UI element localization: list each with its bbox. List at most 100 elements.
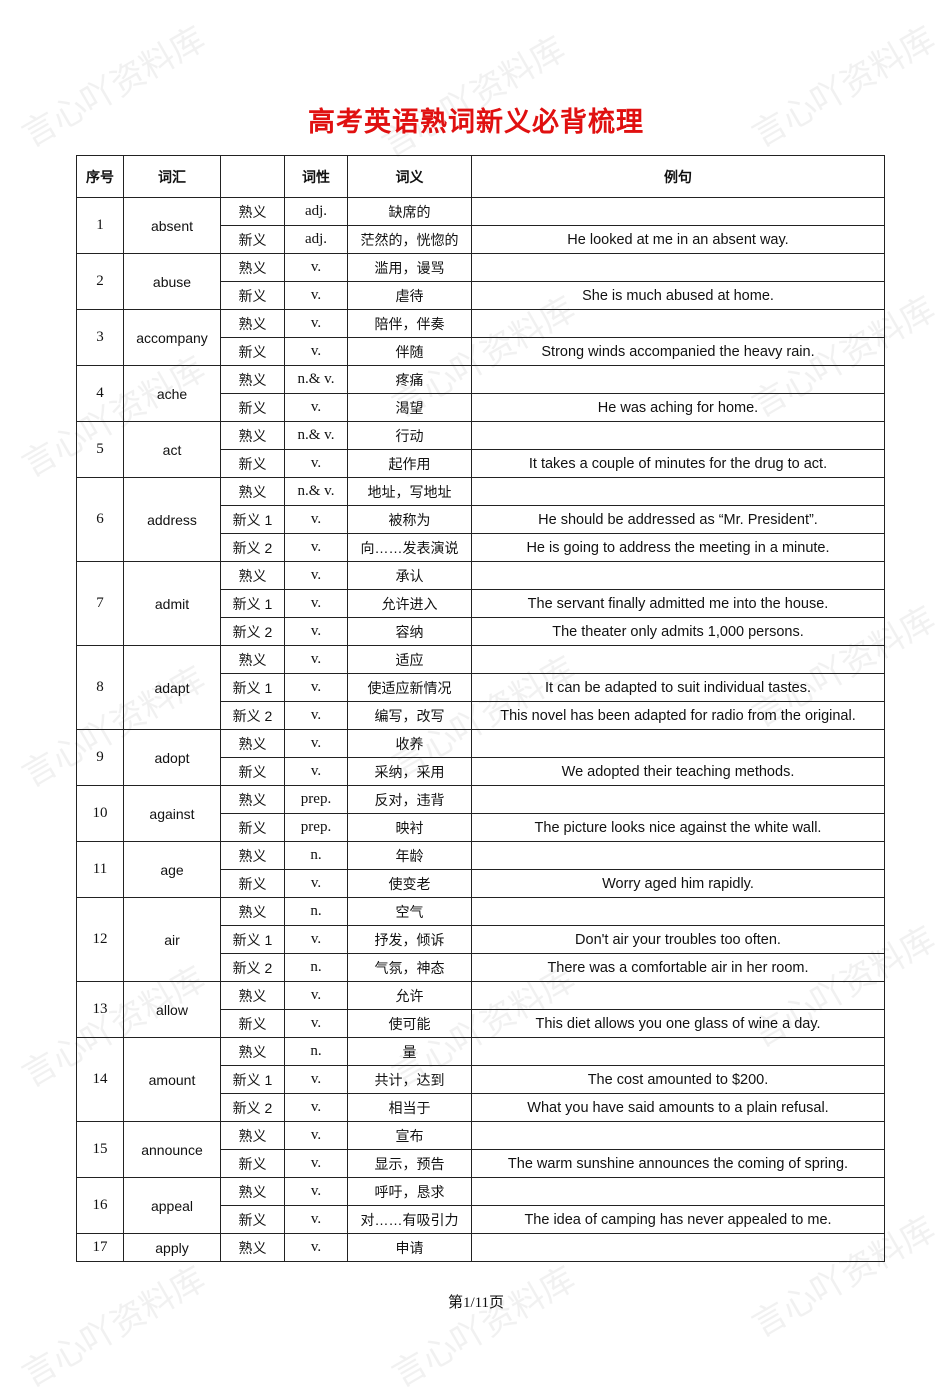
- part-of-speech: v.: [284, 1121, 348, 1150]
- meaning: 允许进入: [347, 589, 472, 618]
- entry-word: allow: [123, 981, 221, 1038]
- meaning: 映衬: [347, 813, 472, 842]
- sense-type: 新义 2: [220, 617, 285, 646]
- meaning: 使变老: [347, 869, 472, 898]
- part-of-speech: v.: [284, 673, 348, 702]
- table-row: 新义 prep. 映衬 The picture looks nice against …: [77, 813, 885, 842]
- table-row: 新义 2 v. 向……发表演说 He is going to address the …: [77, 533, 885, 562]
- header-example: 例句: [471, 155, 885, 198]
- page-number: 第1/11页: [447, 1295, 505, 1311]
- example-sentence: [471, 421, 885, 450]
- sense-type: 新义 2: [220, 1093, 285, 1122]
- meaning: 缺席的: [347, 197, 472, 226]
- entry-word: address: [123, 477, 221, 562]
- meaning: 采纳，采用: [347, 757, 472, 786]
- example-sentence: He is going to address the meeting in a …: [471, 533, 885, 562]
- sense-type: 熟义: [220, 421, 285, 450]
- meaning: 行动: [347, 421, 472, 450]
- entry-word: air: [123, 897, 221, 982]
- meaning: 被称为: [347, 505, 472, 534]
- sense-type: 新义 1: [220, 505, 285, 534]
- meaning: 相当于: [347, 1093, 472, 1122]
- part-of-speech: n.& v.: [284, 421, 348, 450]
- part-of-speech: v.: [284, 701, 348, 730]
- part-of-speech: v.: [284, 589, 348, 618]
- part-of-speech: v.: [284, 281, 348, 310]
- entry-word: against: [123, 785, 221, 842]
- entry-word: adopt: [123, 729, 221, 786]
- example-sentence: She is much abused at home.: [471, 281, 885, 310]
- example-sentence: There was a comfortable air in her room.: [471, 953, 885, 982]
- table-row: 新义 v. 对……有吸引力 The idea of camping has never…: [77, 1205, 885, 1234]
- example-sentence: [471, 981, 885, 1010]
- example-sentence: Strong winds accompanied the heavy rain.: [471, 337, 885, 366]
- meaning: 显示，预告: [347, 1149, 472, 1178]
- sense-type: 熟义: [220, 1233, 285, 1262]
- entry-word: adapt: [123, 645, 221, 730]
- entry-number: 12: [76, 897, 124, 982]
- table-row: 新义 v. 使可能 This diet allows you one glass of…: [77, 1009, 885, 1038]
- sense-type: 新义: [220, 1009, 285, 1038]
- sense-type: 熟义: [220, 253, 285, 282]
- table-row: 7 admit 熟义 v. 承认: [76, 561, 885, 646]
- meaning: 陪伴，伴奏: [347, 309, 472, 338]
- sense-type: 新义: [220, 869, 285, 898]
- meaning: 疼痛: [347, 365, 472, 394]
- part-of-speech: v.: [284, 393, 348, 422]
- meaning: 适应: [347, 645, 472, 674]
- meaning: 呼吁，恳求: [347, 1177, 472, 1206]
- header-sense-type: [220, 155, 285, 198]
- example-sentence: Worry aged him rapidly.: [471, 869, 885, 898]
- sense-type: 熟义: [220, 309, 285, 338]
- entry-number: 5: [76, 421, 124, 478]
- table-header-row: 序号 词汇 词性 词义 例句: [76, 155, 885, 198]
- part-of-speech: v.: [284, 449, 348, 478]
- meaning: 共计，达到: [347, 1065, 472, 1094]
- table-row: 8 adapt 熟义 v. 适应: [76, 645, 885, 730]
- sense-type: 熟义: [220, 477, 285, 506]
- entry-word: appeal: [123, 1177, 221, 1234]
- part-of-speech: v.: [284, 1205, 348, 1234]
- meaning: 空气: [347, 897, 472, 926]
- example-sentence: The idea of camping has never appealed t…: [471, 1205, 885, 1234]
- table-row: 新义 1 v. 被称为 He should be addressed as “Mr. …: [77, 505, 885, 534]
- entry-word: absent: [123, 197, 221, 254]
- part-of-speech: v.: [284, 981, 348, 1010]
- sense-type: 熟义: [220, 841, 285, 870]
- meaning: 容纳: [347, 617, 472, 646]
- header-part-of-speech: 词性: [284, 155, 348, 198]
- table-row: 新义 v. 渴望 He was aching for home.: [77, 393, 885, 422]
- sense-type: 熟义: [220, 897, 285, 926]
- sense-type: 新义: [220, 449, 285, 478]
- table-row: 新义 2 n. 气氛，神态 There was a comfortable air i…: [77, 953, 885, 982]
- example-sentence: [471, 365, 885, 394]
- part-of-speech: v.: [284, 757, 348, 786]
- example-sentence: [471, 309, 885, 338]
- example-sentence: He should be addressed as “Mr. President…: [471, 505, 885, 534]
- sense-type: 熟义: [220, 729, 285, 758]
- sense-type: 新义: [220, 1205, 285, 1234]
- table-row: 新义 2 v. 容纳 The theater only admits 1,000 pe…: [77, 617, 885, 646]
- example-sentence: It takes a couple of minutes for the dru…: [471, 449, 885, 478]
- table-row: 新义 adj. 茫然的，恍惚的 He looked at me in an absen…: [77, 225, 885, 254]
- table-row: 1 absent 熟义 adj. 缺席的: [76, 197, 885, 254]
- part-of-speech: adj.: [284, 225, 348, 254]
- page-title: 高考英语熟词新义必背梳理: [308, 107, 644, 138]
- entry-number: 15: [76, 1121, 124, 1178]
- table-row: 4 ache 熟义 n.& v. 疼痛: [76, 365, 885, 422]
- example-sentence: We adopted their teaching methods.: [471, 757, 885, 786]
- table-row: 新义 2 v. 相当于 What you have said amounts to a…: [77, 1093, 885, 1122]
- entry-word: announce: [123, 1121, 221, 1178]
- part-of-speech: v.: [284, 1093, 348, 1122]
- table-row: 14 amount 熟义 n. 量: [76, 1037, 885, 1122]
- example-sentence: [471, 897, 885, 926]
- example-sentence: This novel has been adapted for radio fr…: [471, 701, 885, 730]
- example-sentence: [471, 1177, 885, 1206]
- entry-number: 13: [76, 981, 124, 1038]
- table-row: 新义 v. 显示，预告 The warm sunshine announces the…: [77, 1149, 885, 1178]
- entry-number: 16: [76, 1177, 124, 1234]
- watermark-text: 言心吖资料库: [375, 29, 573, 166]
- example-sentence: It can be adapted to suit individual tas…: [471, 673, 885, 702]
- meaning: 向……发表演说: [347, 533, 472, 562]
- example-sentence: [471, 1233, 885, 1262]
